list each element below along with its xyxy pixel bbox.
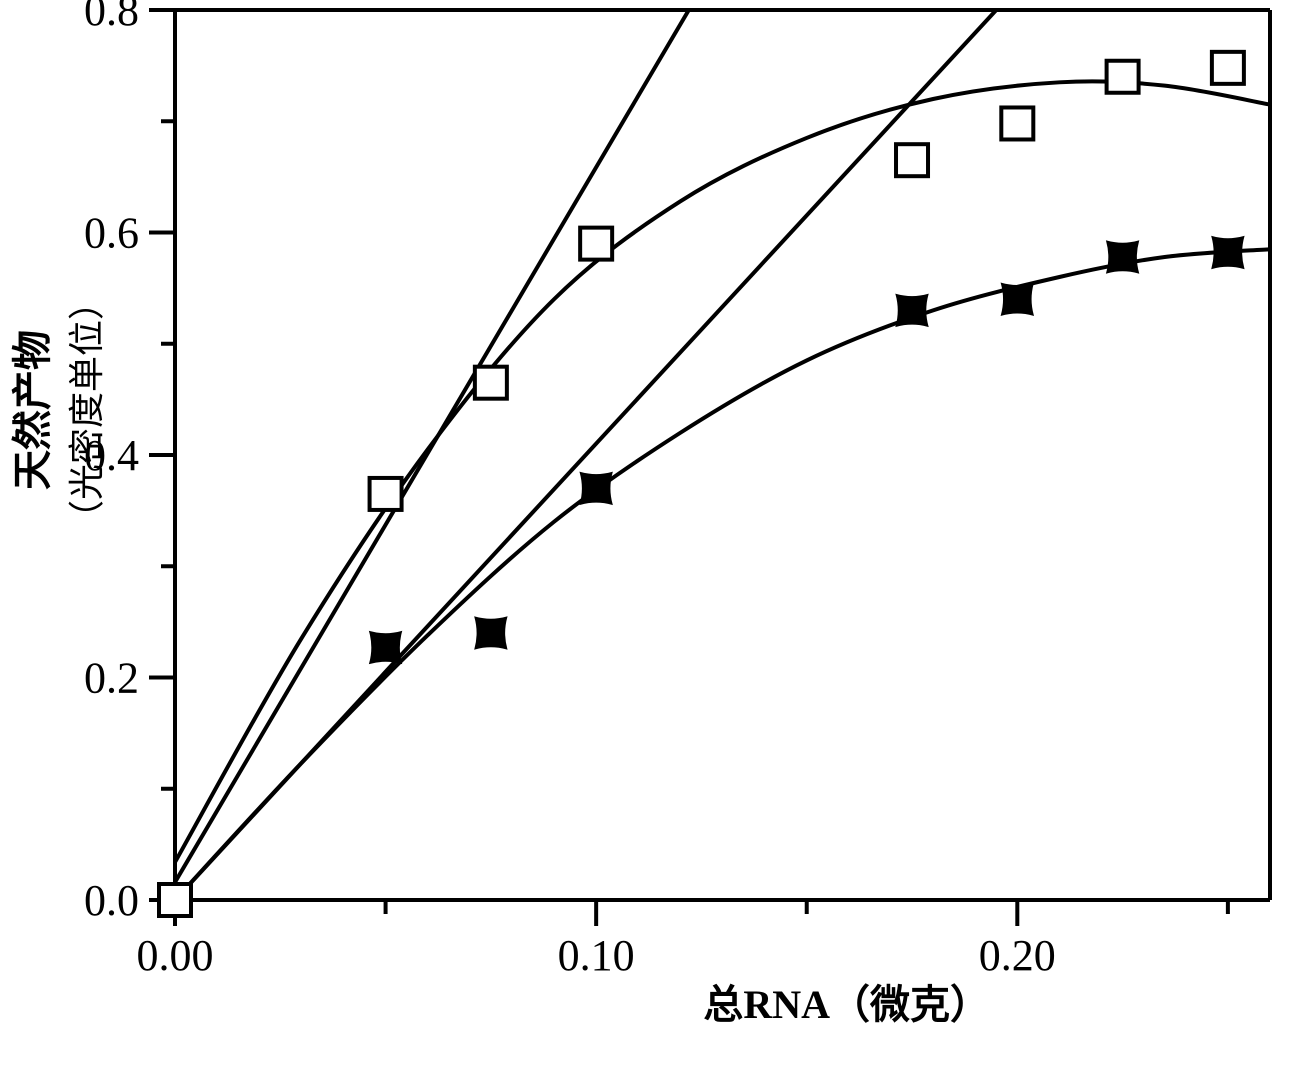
y-axis-label-line2: （光密度单位） bbox=[58, 284, 110, 536]
series-open-marker bbox=[159, 884, 191, 916]
plot-content bbox=[175, 10, 1270, 900]
x-tick-label: 0.10 bbox=[558, 931, 635, 980]
series-filled-marker bbox=[1212, 237, 1244, 269]
x-tick-label: 0.20 bbox=[979, 931, 1056, 980]
x-tick-label: 0.00 bbox=[137, 931, 214, 980]
series-open-marker bbox=[1107, 61, 1139, 93]
x-axis-label: 总RNA（微克） bbox=[703, 982, 990, 1027]
y-axis-label: 天然产物 （光密度单位） bbox=[0, 284, 110, 536]
series-filled-marker bbox=[1001, 283, 1033, 315]
series-open-marker bbox=[1212, 52, 1244, 84]
series-open-marker bbox=[580, 228, 612, 260]
series-open-marker bbox=[1001, 107, 1033, 139]
series-open-marker bbox=[370, 478, 402, 510]
series-filled-marker bbox=[370, 631, 402, 663]
series-filled-marker bbox=[580, 472, 612, 504]
series-open-curve bbox=[175, 81, 1270, 862]
series-open-marker bbox=[475, 367, 507, 399]
chart-container: 天然产物 （光密度单位） 0.00.20.40.60.80.000.100.20… bbox=[0, 0, 1289, 1066]
series-filled-marker bbox=[896, 294, 928, 326]
series-filled-marker bbox=[1107, 241, 1139, 273]
series-filled-marker bbox=[475, 617, 507, 649]
y-tick-label: 0.0 bbox=[84, 876, 139, 925]
y-axis-label-wrapper: 天然产物 （光密度单位） bbox=[0, 0, 110, 860]
chart-svg: 0.00.20.40.60.80.000.100.20总RNA（微克） bbox=[0, 0, 1289, 1066]
y-axis-label-line1: 天然产物 bbox=[0, 284, 58, 536]
series-open-marker bbox=[896, 144, 928, 176]
